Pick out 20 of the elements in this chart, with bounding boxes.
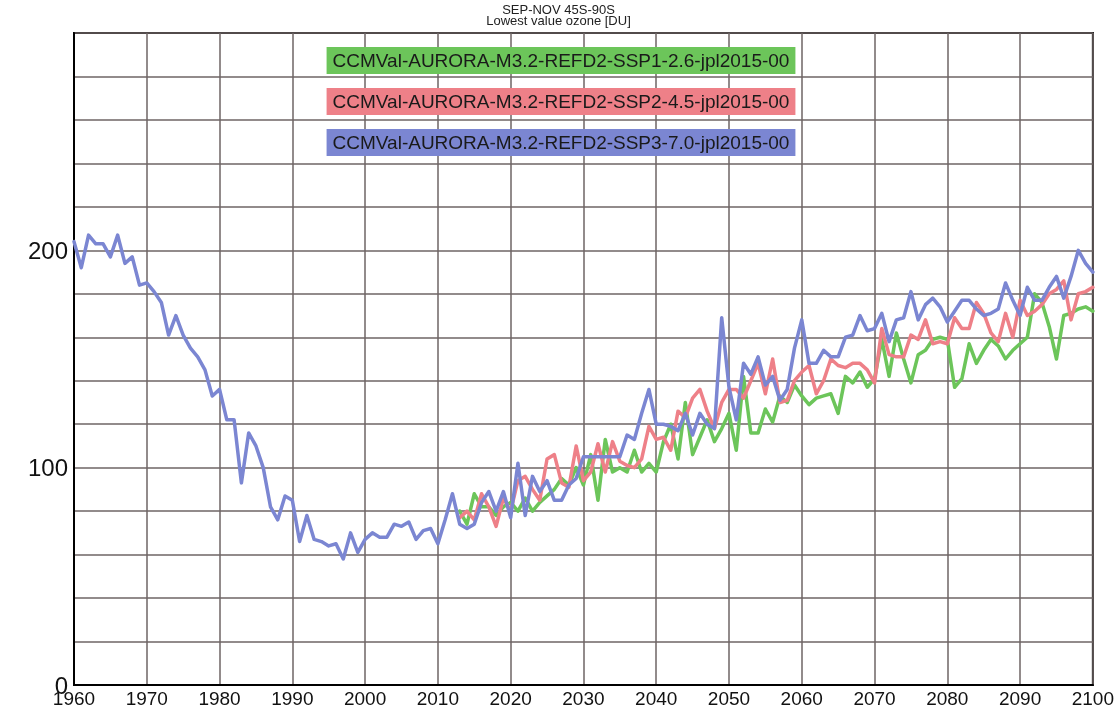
y-tick-label: 100 [27, 454, 68, 482]
x-tick-label: 1990 [271, 688, 314, 709]
x-tick-label: 2050 [707, 688, 751, 709]
line-series [72, 233, 1095, 561]
text: CCMVal-AURORA-M3.2-REFD2-SSP2-4.5-jpl2015-00 [332, 91, 790, 112]
x-tick-label: 2030 [562, 688, 605, 709]
text: CCMVal-AURORA-M3.2-REFD2-SSP1-2.6-jpl2015-00 [332, 50, 790, 71]
x-tick-label: 1980 [198, 688, 241, 709]
x-tick-label: 2040 [635, 688, 678, 709]
x-tick-label: 2080 [926, 688, 969, 709]
x-tick-label: 2100 [1071, 688, 1115, 709]
x-tick-label: 2020 [489, 688, 532, 709]
y-tick-label: 200 [27, 236, 68, 264]
x-tick-label: 2000 [343, 688, 387, 709]
x-tick-label: 2090 [998, 688, 1042, 709]
x-tick-label: 2070 [853, 688, 896, 709]
x-tick-label: 2010 [416, 688, 460, 709]
x-tick-label: 2060 [780, 688, 823, 709]
text: CCMVal-AURORA-M3.2-REFD2-SSP3-7.0-jpl2015-00 [332, 132, 790, 153]
x-tick-label: 1970 [125, 688, 168, 709]
